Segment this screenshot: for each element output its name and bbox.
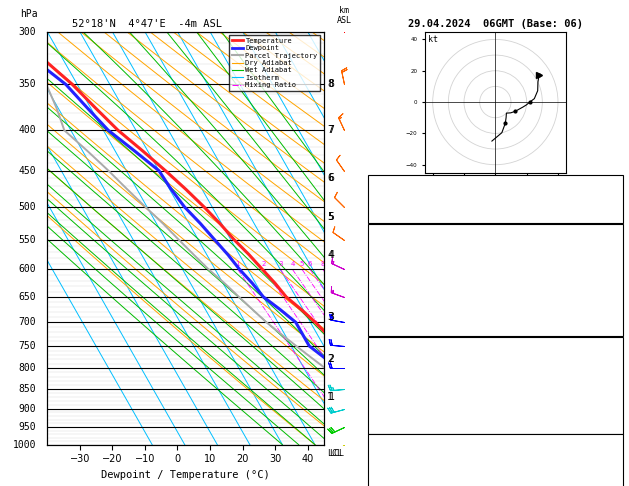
Text: 350: 350 (18, 80, 36, 89)
Text: 4: 4 (290, 261, 294, 267)
Text: 650: 650 (18, 292, 36, 302)
Text: 450: 450 (18, 166, 36, 176)
Text: 6: 6 (327, 173, 333, 183)
Text: 700: 700 (18, 317, 36, 327)
X-axis label: Dewpoint / Temperature (°C): Dewpoint / Temperature (°C) (101, 470, 270, 480)
Text: Hodograph: Hodograph (469, 437, 522, 447)
Text: PW (cm): PW (cm) (371, 209, 412, 220)
Text: 0: 0 (614, 404, 620, 414)
Text: 3: 3 (327, 312, 333, 322)
Text: θᴇ (K): θᴇ (K) (371, 372, 406, 382)
Text: 40: 40 (608, 193, 620, 204)
Text: Pressure (mb): Pressure (mb) (371, 356, 447, 366)
Text: 7: 7 (327, 125, 333, 135)
Text: 4: 4 (329, 250, 335, 260)
Text: 1: 1 (235, 261, 240, 267)
Text: 8: 8 (614, 388, 620, 398)
Text: 8: 8 (329, 80, 335, 89)
Text: 8: 8 (327, 80, 333, 89)
Text: 1: 1 (327, 392, 333, 402)
Text: StmDir: StmDir (371, 485, 406, 486)
Text: LCL: LCL (327, 449, 342, 458)
Text: 600: 600 (18, 264, 36, 275)
Text: Lifted Index: Lifted Index (371, 388, 442, 398)
Text: 296: 296 (602, 372, 620, 382)
Text: CAPE (J): CAPE (J) (371, 307, 418, 317)
Text: 4: 4 (327, 250, 333, 260)
Text: CIN (J): CIN (J) (371, 420, 412, 430)
Text: 3: 3 (278, 261, 282, 267)
Text: 4.7: 4.7 (602, 259, 620, 269)
Text: 500: 500 (18, 202, 36, 212)
Text: LCL: LCL (329, 449, 344, 458)
Text: 0: 0 (614, 420, 620, 430)
Legend: Temperature, Dewpoint, Parcel Trajectory, Dry Adiabat, Wet Adiabat, Isotherm, Mi: Temperature, Dewpoint, Parcel Trajectory… (230, 35, 320, 91)
Text: -39: -39 (602, 453, 620, 463)
Text: 238°: 238° (596, 485, 620, 486)
Text: 850: 850 (18, 384, 36, 394)
Text: CAPE (J): CAPE (J) (371, 404, 418, 414)
Text: 5: 5 (327, 212, 333, 222)
Text: Surface: Surface (475, 226, 516, 237)
Text: Dewp (°C): Dewp (°C) (371, 259, 424, 269)
Text: EH: EH (371, 453, 383, 463)
Text: 10: 10 (608, 291, 620, 301)
Text: 5: 5 (300, 261, 304, 267)
Text: 0: 0 (614, 323, 620, 333)
Text: km
ASL: km ASL (337, 6, 352, 25)
Text: 6: 6 (329, 173, 335, 183)
Text: 1.07: 1.07 (596, 209, 620, 220)
Text: Totals Totals: Totals Totals (371, 193, 447, 204)
Text: kt: kt (428, 35, 438, 44)
Text: 1000: 1000 (13, 440, 36, 450)
Text: 0: 0 (614, 469, 620, 479)
Text: K: K (371, 177, 377, 188)
Text: © weatheronline.co.uk: © weatheronline.co.uk (443, 454, 548, 464)
Text: 5: 5 (329, 212, 335, 222)
Text: 2: 2 (327, 354, 333, 364)
Text: 52°18'N  4°47'E  -4m ASL: 52°18'N 4°47'E -4m ASL (72, 19, 222, 29)
Text: 2: 2 (329, 354, 335, 364)
Text: 1: 1 (329, 392, 335, 402)
Text: 2: 2 (262, 261, 266, 267)
Text: 0: 0 (614, 307, 620, 317)
Text: Most Unstable: Most Unstable (457, 340, 533, 350)
Text: 800: 800 (18, 363, 36, 373)
Text: θᴇ(K): θᴇ(K) (371, 275, 401, 285)
Text: 550: 550 (18, 235, 36, 244)
Text: Lifted Index: Lifted Index (371, 291, 442, 301)
Text: 400: 400 (18, 125, 36, 135)
Text: 900: 900 (18, 403, 36, 414)
Text: 950: 950 (18, 422, 36, 432)
Text: 6: 6 (308, 261, 312, 267)
Text: CIN (J): CIN (J) (371, 323, 412, 333)
Text: SREH: SREH (371, 469, 394, 479)
Text: 3: 3 (329, 312, 335, 322)
Text: 300: 300 (18, 27, 36, 36)
Text: 6: 6 (614, 243, 620, 253)
Text: 8: 8 (614, 177, 620, 188)
Text: Temp (°C): Temp (°C) (371, 243, 424, 253)
Text: hPa: hPa (20, 9, 38, 19)
Text: 29.04.2024  06GMT (Base: 06): 29.04.2024 06GMT (Base: 06) (408, 19, 583, 29)
Text: 7: 7 (329, 125, 335, 135)
Text: 8: 8 (321, 261, 325, 267)
Text: 750: 750 (18, 341, 36, 351)
Text: 292: 292 (602, 275, 620, 285)
Text: 750: 750 (602, 356, 620, 366)
